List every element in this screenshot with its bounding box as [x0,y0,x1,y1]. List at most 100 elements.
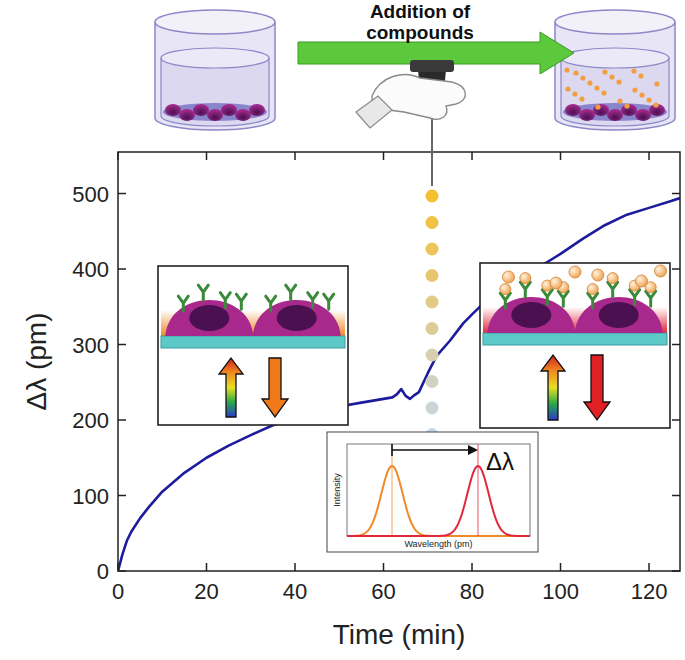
x-tick [206,152,208,160]
panel-frame [480,263,670,428]
compound [602,69,607,74]
beaker [555,10,675,130]
reflected-light [262,358,288,417]
bound-compound [520,273,531,284]
free-compound [636,275,648,287]
bound-compound [500,284,511,295]
receptor [542,290,552,305]
drop [426,375,439,388]
cell [607,109,623,121]
compound [632,87,637,92]
cell [193,104,209,116]
x-tick [560,563,562,571]
y-tick-label: 300 [72,333,109,358]
x-tick-label: 40 [283,579,307,604]
shift-arrow-head [468,445,478,455]
compound [565,86,570,91]
bound-compound [587,284,598,295]
receptor [308,293,318,308]
beaker-rim [155,10,275,34]
x-tick [648,152,650,160]
shift-label: Δλ [486,448,514,475]
x-tick-label: 0 [112,579,124,604]
incident-light [541,355,565,420]
x-tick [471,563,473,571]
cell [235,109,251,121]
plot-frame [118,152,680,571]
receptor [500,293,510,308]
baseline-panel [158,266,348,425]
x-tick [206,563,208,571]
y-tick [118,495,126,497]
annotation-line: compounds [366,22,474,43]
nucleus [189,305,229,331]
sensor-slab [483,333,667,345]
receptor [198,285,208,300]
data-line [118,198,680,571]
x-tick [294,152,296,160]
membrane [563,103,667,121]
free-compound [503,271,515,283]
compound [609,74,614,79]
receptor [630,290,640,305]
inset-frame [327,432,538,552]
y-tick-label: 500 [72,182,109,207]
x-tick [471,152,473,160]
cell [249,104,265,116]
peak-after-center [478,444,479,536]
nucleus [599,302,639,328]
free-compound [655,265,667,277]
receptor [520,282,530,297]
insert-rim [561,48,669,68]
insert-rim [161,48,269,68]
nucleus [277,305,317,331]
x-tick-label: 60 [371,579,395,604]
y-tick-label: 0 [97,559,109,584]
receptor [266,296,276,311]
cell [221,104,237,116]
y-tick [672,344,680,346]
peak-before-center [392,444,393,536]
inset-y-label: Intensity [332,473,342,507]
shift-arrow [392,449,470,451]
annotation: Addition ofcompounds [366,1,474,43]
compound [579,96,584,101]
y-tick [672,419,680,421]
x-tick [294,563,296,571]
data-group [118,198,680,571]
y-tick [672,193,680,195]
cell [579,109,595,121]
addition-dots [426,190,439,442]
receptor [178,296,188,311]
compound [654,81,659,86]
beaker [155,10,275,130]
receptor [220,293,230,308]
y-axis-title: Δλ (pm) [21,312,52,410]
free-compound [592,269,604,281]
x-tick [648,563,650,571]
compound [595,104,600,109]
pipette-plunger [410,60,454,72]
cuff [356,96,392,128]
cell [593,104,609,116]
compound [617,98,622,103]
x-tick [383,563,385,571]
free-compound [569,266,581,278]
beaker-body [555,22,675,130]
receptor [608,282,618,297]
y-tick [118,419,126,421]
receptor [558,291,568,306]
beaker-body [155,22,275,130]
cell [207,109,223,121]
drop [426,269,439,282]
free-compound [550,277,562,289]
compound [638,73,643,78]
x-tick [560,152,562,160]
x-tick [383,152,385,160]
cell [621,104,637,116]
drop [426,349,439,362]
compound [653,102,658,107]
axes: 0100200300400500020406080100120 [72,152,680,604]
y-tick [118,193,126,195]
compound [573,70,578,75]
